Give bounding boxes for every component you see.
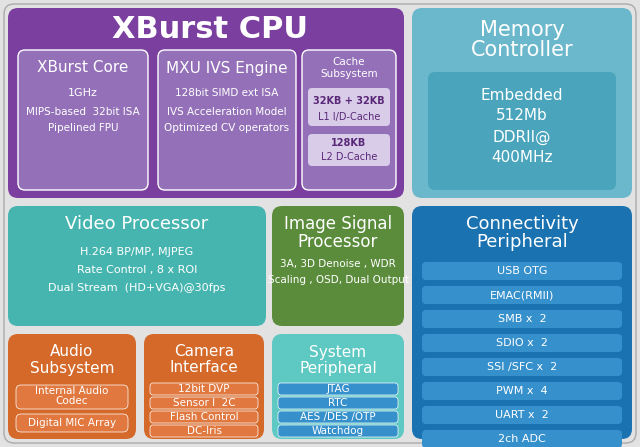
Text: MIPS-based  32bit ISA: MIPS-based 32bit ISA: [26, 107, 140, 117]
FancyBboxPatch shape: [422, 262, 622, 280]
FancyBboxPatch shape: [422, 382, 622, 400]
Text: SDIO x  2: SDIO x 2: [496, 338, 548, 348]
Text: 3A, 3D Denoise , WDR: 3A, 3D Denoise , WDR: [280, 259, 396, 269]
Text: Subsystem: Subsystem: [29, 360, 115, 375]
FancyBboxPatch shape: [422, 358, 622, 376]
Text: Watchdog: Watchdog: [312, 426, 364, 436]
Text: Connectivity: Connectivity: [466, 215, 579, 233]
Text: 2ch ADC: 2ch ADC: [498, 434, 546, 444]
Text: Pipelined FPU: Pipelined FPU: [48, 123, 118, 133]
Text: 400MHz: 400MHz: [492, 151, 553, 165]
Text: PWM x  4: PWM x 4: [496, 386, 548, 396]
Text: 128bit SIMD ext ISA: 128bit SIMD ext ISA: [175, 88, 278, 98]
FancyBboxPatch shape: [144, 334, 264, 439]
Text: MXU IVS Engine: MXU IVS Engine: [166, 60, 288, 76]
Text: DC-Iris: DC-Iris: [186, 426, 221, 436]
Text: DDRII@: DDRII@: [493, 129, 551, 144]
Text: Peripheral: Peripheral: [476, 233, 568, 251]
Text: 128KB: 128KB: [332, 138, 367, 148]
Text: Memory: Memory: [479, 20, 564, 40]
Text: Rate Control , 8 x ROI: Rate Control , 8 x ROI: [77, 265, 197, 275]
Text: 512Mb: 512Mb: [496, 109, 548, 123]
FancyBboxPatch shape: [412, 206, 632, 439]
Text: UART x  2: UART x 2: [495, 410, 549, 420]
FancyBboxPatch shape: [278, 383, 398, 395]
FancyBboxPatch shape: [272, 334, 404, 439]
FancyBboxPatch shape: [8, 334, 136, 439]
Text: Peripheral: Peripheral: [299, 360, 377, 375]
FancyBboxPatch shape: [308, 134, 390, 166]
FancyBboxPatch shape: [422, 406, 622, 424]
FancyBboxPatch shape: [422, 430, 622, 447]
FancyBboxPatch shape: [8, 206, 266, 326]
Text: Interface: Interface: [170, 360, 238, 375]
FancyBboxPatch shape: [150, 383, 258, 395]
FancyBboxPatch shape: [150, 411, 258, 423]
Text: Cache: Cache: [333, 57, 365, 67]
Text: 32KB + 32KB: 32KB + 32KB: [313, 96, 385, 106]
Text: Sensor I  2C: Sensor I 2C: [173, 398, 236, 408]
FancyBboxPatch shape: [16, 385, 128, 409]
FancyBboxPatch shape: [16, 414, 128, 432]
Text: Digital MIC Array: Digital MIC Array: [28, 418, 116, 428]
FancyBboxPatch shape: [272, 206, 404, 326]
Text: L2 D-Cache: L2 D-Cache: [321, 152, 377, 162]
FancyBboxPatch shape: [412, 8, 632, 198]
Text: JTAG: JTAG: [326, 384, 350, 394]
FancyBboxPatch shape: [428, 72, 616, 190]
FancyBboxPatch shape: [422, 334, 622, 352]
FancyBboxPatch shape: [150, 397, 258, 409]
Text: Processor: Processor: [298, 233, 378, 251]
Text: Scaling , OSD, Dual Output: Scaling , OSD, Dual Output: [268, 275, 408, 285]
Text: IVS Acceleration Model: IVS Acceleration Model: [167, 107, 287, 117]
Text: Controller: Controller: [470, 40, 573, 60]
Text: Internal Audio: Internal Audio: [35, 386, 109, 396]
Text: Optimized CV operators: Optimized CV operators: [164, 123, 289, 133]
FancyBboxPatch shape: [8, 8, 404, 198]
Text: USB OTG: USB OTG: [497, 266, 547, 276]
Text: Subsystem: Subsystem: [320, 69, 378, 79]
Text: Codec: Codec: [56, 396, 88, 406]
Text: Flash Control: Flash Control: [170, 412, 238, 422]
FancyBboxPatch shape: [150, 425, 258, 437]
Text: Image Signal: Image Signal: [284, 215, 392, 233]
Text: System: System: [309, 345, 367, 359]
FancyBboxPatch shape: [4, 4, 636, 443]
Text: 12bit DVP: 12bit DVP: [179, 384, 230, 394]
Text: L1 I/D-Cache: L1 I/D-Cache: [318, 112, 380, 122]
FancyBboxPatch shape: [302, 50, 396, 190]
Text: Camera: Camera: [174, 345, 234, 359]
FancyBboxPatch shape: [158, 50, 296, 190]
Text: SMB x  2: SMB x 2: [498, 314, 547, 324]
Text: EMAC(RMII): EMAC(RMII): [490, 290, 554, 300]
Text: H.264 BP/MP, MJPEG: H.264 BP/MP, MJPEG: [81, 247, 194, 257]
FancyBboxPatch shape: [308, 88, 390, 126]
Text: SSI /SFC x  2: SSI /SFC x 2: [487, 362, 557, 372]
Text: Dual Stream  (HD+VGA)@30fps: Dual Stream (HD+VGA)@30fps: [48, 283, 226, 293]
Text: Video Processor: Video Processor: [65, 215, 209, 233]
Text: Embedded: Embedded: [481, 88, 563, 102]
Text: AES /DES /OTP: AES /DES /OTP: [300, 412, 376, 422]
Text: XBurst Core: XBurst Core: [37, 60, 129, 76]
Text: XBurst CPU: XBurst CPU: [112, 16, 308, 45]
FancyBboxPatch shape: [422, 286, 622, 304]
FancyBboxPatch shape: [18, 50, 148, 190]
Text: RTC: RTC: [328, 398, 348, 408]
Text: 1GHz: 1GHz: [68, 88, 98, 98]
FancyBboxPatch shape: [278, 425, 398, 437]
FancyBboxPatch shape: [278, 397, 398, 409]
Text: Audio: Audio: [51, 345, 93, 359]
FancyBboxPatch shape: [278, 411, 398, 423]
FancyBboxPatch shape: [422, 310, 622, 328]
